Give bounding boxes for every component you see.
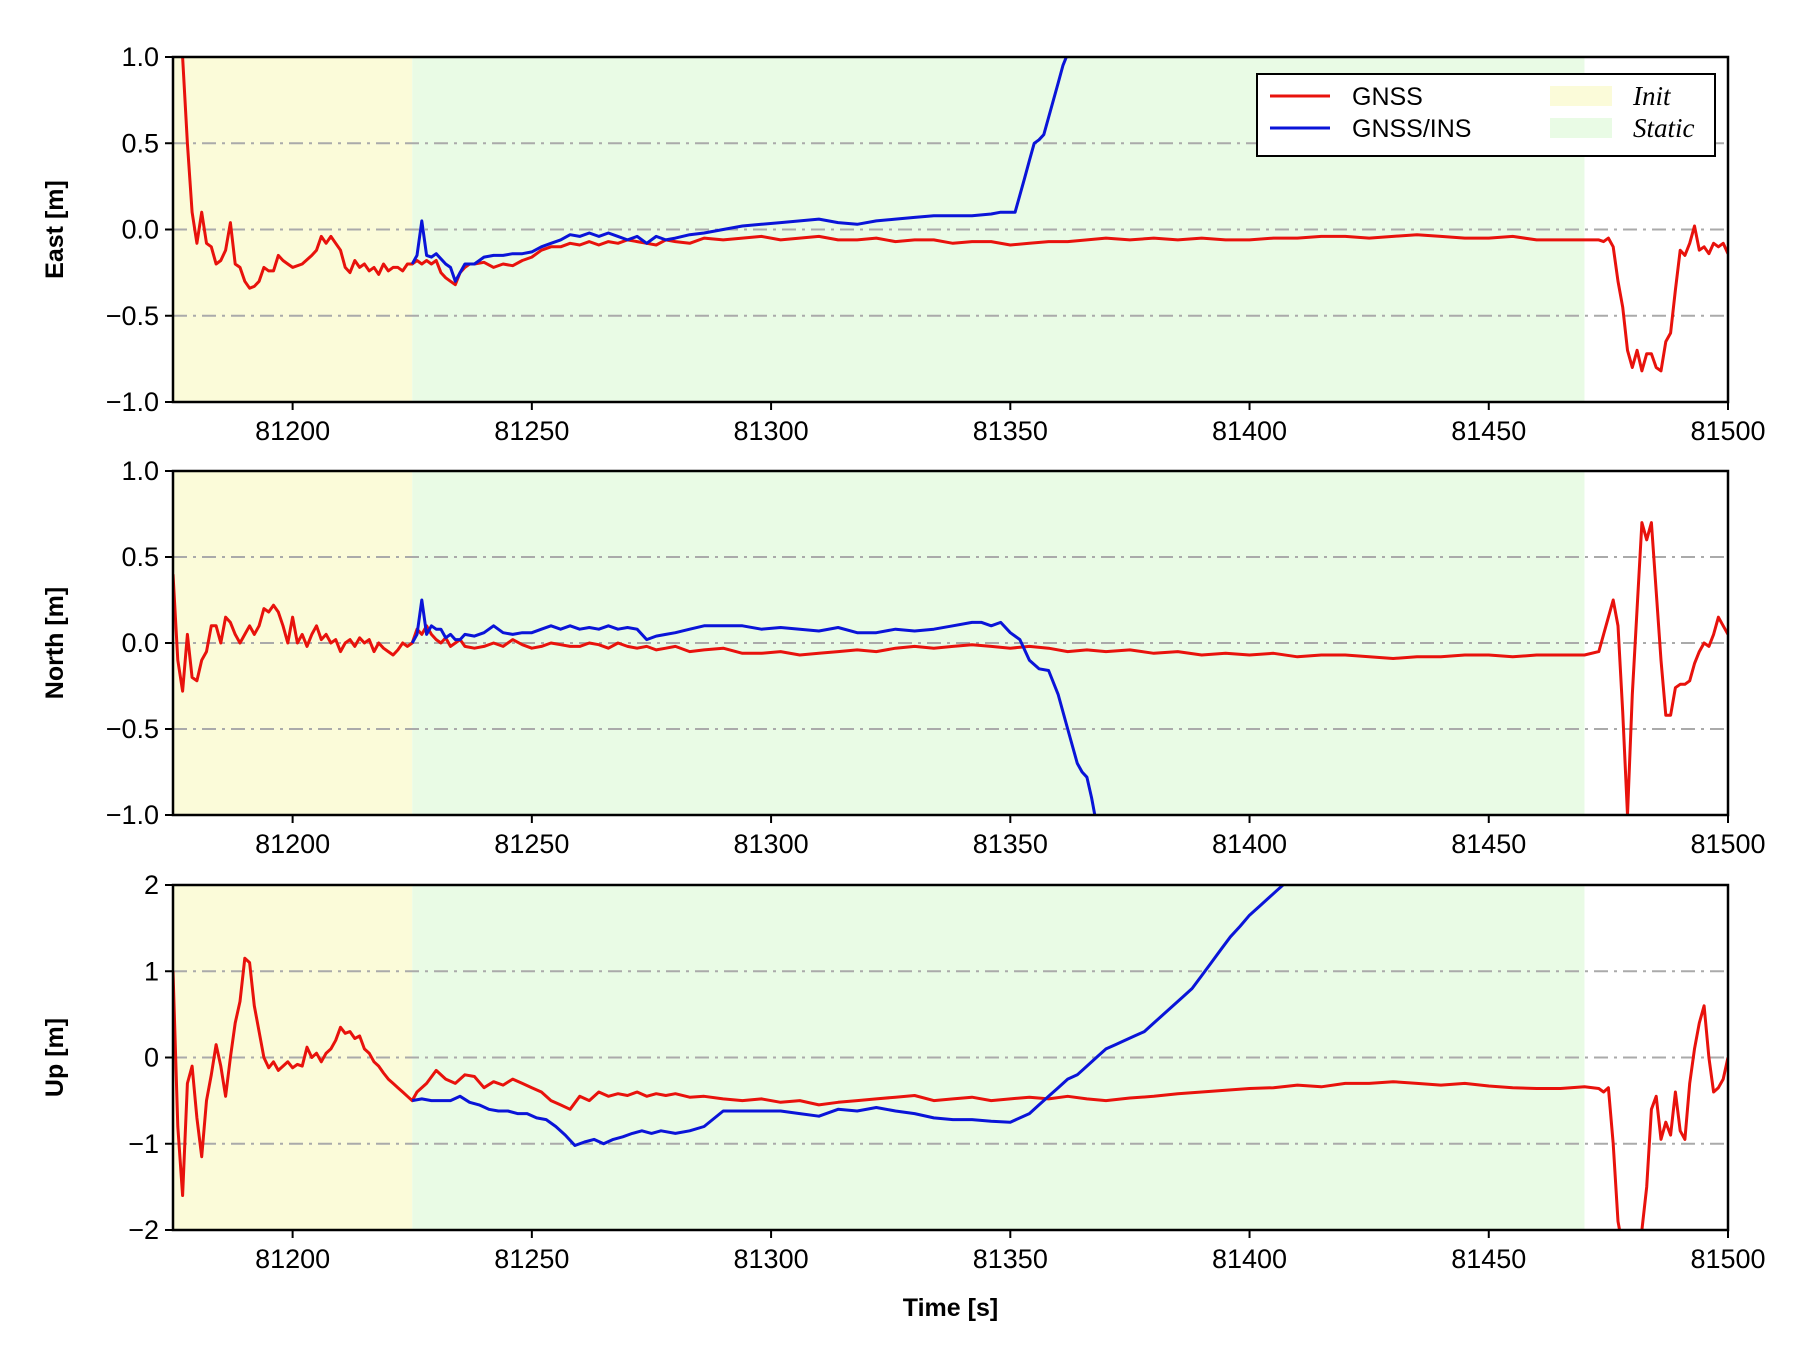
series-gnss — [181, 57, 1728, 373]
x-tick-label: 81450 — [1451, 829, 1526, 859]
y-tick-label: −2 — [128, 1215, 159, 1245]
y-axis-label: East [m] — [41, 180, 69, 279]
series-gnss — [173, 521, 1728, 815]
y-tick-label: 2 — [144, 870, 159, 900]
panel-3: −2 −1 0 1 2 81200 81250 81300 81350 81400 81450 815… — [41, 870, 1766, 1274]
legend-swatch-static — [1550, 118, 1612, 138]
y-tick-label: −1.0 — [106, 800, 159, 830]
y-tick-label: −1 — [128, 1129, 159, 1159]
x-tick-label: 81350 — [973, 1244, 1048, 1274]
y-tick-label: 1.0 — [121, 456, 159, 486]
x-tick-label: 81300 — [734, 829, 809, 859]
x-tick-label: 81250 — [494, 416, 569, 446]
panel-2: −1.0 −0.5 0.0 0.5 1.0 81200 81250 81300 81350 814… — [41, 456, 1766, 859]
x-tick-label: 81400 — [1212, 1244, 1287, 1274]
legend-label: GNSS — [1352, 83, 1423, 111]
x-tick-label: 81200 — [255, 829, 330, 859]
series-gnss — [173, 956, 1728, 1230]
y-tick-label: 0 — [144, 1043, 159, 1073]
x-tick-label: 81250 — [494, 1244, 569, 1274]
y-axis-label: Up [m] — [41, 1018, 69, 1097]
x-tick-label: 81500 — [1690, 829, 1765, 859]
x-tick-label: 81300 — [734, 1244, 809, 1274]
y-tick-label: 1 — [144, 956, 159, 986]
x-tick-label: 81450 — [1451, 1244, 1526, 1274]
x-tick-label: 81400 — [1212, 416, 1287, 446]
y-tick-label: 0.0 — [121, 628, 159, 658]
legend-label: Init — [1632, 81, 1672, 111]
y-tick-label: 0.0 — [121, 215, 159, 245]
y-tick-label: −0.5 — [106, 301, 159, 331]
x-tick-label: 81400 — [1212, 829, 1287, 859]
legend-swatch-init — [1550, 86, 1612, 106]
y-tick-label: 0.5 — [121, 128, 159, 158]
series-gnss-ins — [410, 57, 1068, 283]
y-tick-label: 0.5 — [121, 542, 159, 572]
y-tick-label: −1.0 — [106, 387, 159, 417]
legend-frame — [1256, 73, 1716, 157]
x-tick-label: 81450 — [1451, 416, 1526, 446]
x-tick-label: 81350 — [973, 416, 1048, 446]
x-tick-label: 81250 — [494, 829, 569, 859]
y-tick-label: 1.0 — [121, 42, 159, 72]
y-tick-label: −0.5 — [106, 714, 159, 744]
series-gnss-ins — [411, 885, 1286, 1147]
x-tick-label: 81500 — [1690, 1244, 1765, 1274]
series-gnss-ins — [410, 598, 1097, 815]
y-axis-label: North [m] — [41, 587, 69, 699]
x-tick-label: 81300 — [734, 416, 809, 446]
x-tick-label: 81500 — [1690, 416, 1765, 446]
x-tick-label: 81200 — [255, 416, 330, 446]
x-axis-label: Time [s] — [903, 1294, 998, 1322]
legend-label: Static — [1633, 113, 1695, 143]
legend-label: GNSS/INS — [1352, 115, 1471, 143]
x-tick-label: 81200 — [255, 1244, 330, 1274]
x-tick-label: 81350 — [973, 829, 1048, 859]
